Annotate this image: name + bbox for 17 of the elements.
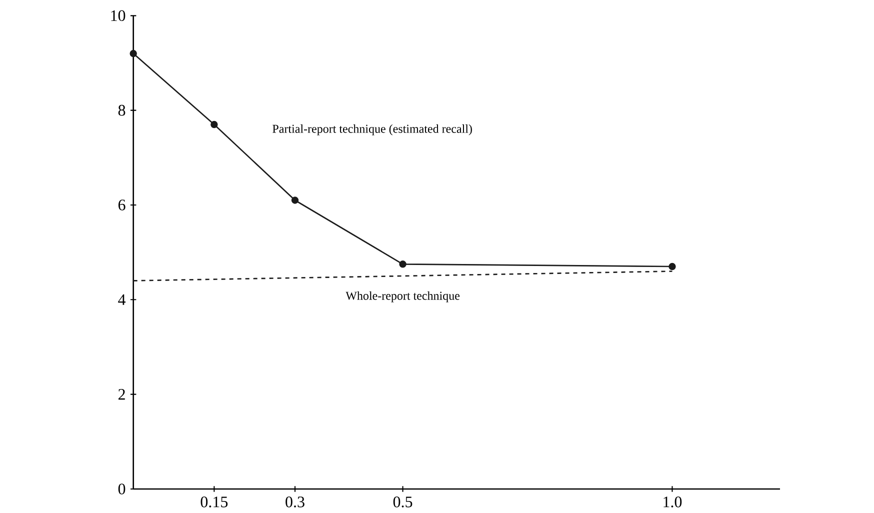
y-tick-label: 10 (111, 10, 126, 22)
point (399, 260, 406, 268)
series-label: Whole-report technique (346, 291, 460, 302)
point (210, 120, 218, 128)
point (668, 262, 676, 270)
x-tick-label: 1.0 (664, 496, 682, 508)
x-tick-label: 0.3 (286, 496, 304, 508)
y-tick-label: 2 (118, 389, 125, 400)
y-tick-label: 0 (118, 484, 126, 494)
point (291, 196, 299, 204)
x-tick-label: 0.15 (200, 496, 228, 508)
text: Partial-report technique (estimated recall) (272, 124, 472, 136)
x-tick-label: 0.5 (393, 496, 412, 508)
y-tick-label: 4 (118, 294, 126, 305)
y-tick-label: 6 (118, 200, 126, 210)
y-tick-label: 8 (118, 104, 126, 116)
point (130, 50, 137, 58)
